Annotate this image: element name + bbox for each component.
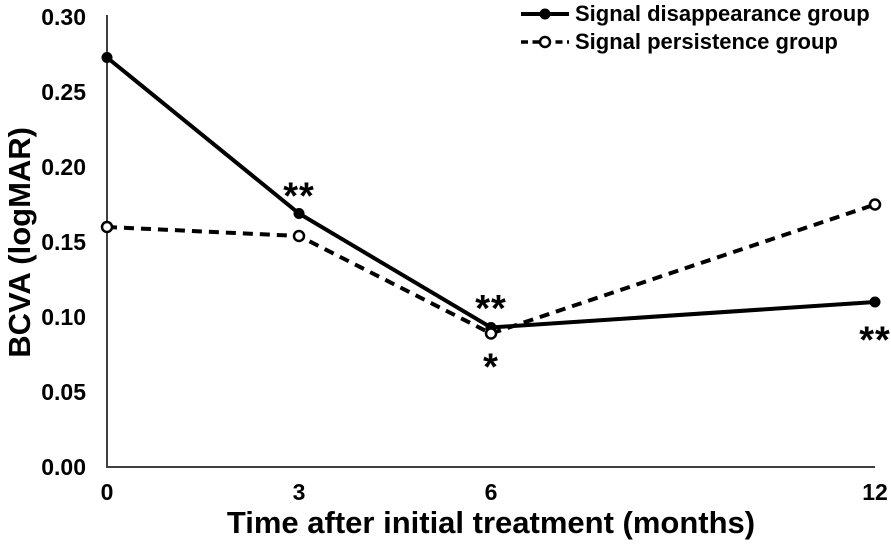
x-tick-label: 6 [485,479,498,505]
legend-item-signal-persistence: Signal persistence group [519,28,870,56]
y-tick-label: 0.30 [41,4,86,30]
y-tick-label: 0.00 [41,454,86,480]
y-axis-title-wrap: BCVA (logMAR) [2,17,38,467]
solid-line-filled-circle-icon [521,8,569,20]
data-point-open-circle [868,198,882,211]
data-point-filled-circle [101,52,113,63]
dashed-line-open-circle-icon [521,35,569,49]
y-tick-label: 0.10 [41,304,86,330]
x-tick-label: 12 [862,479,888,505]
significance-marker: ** [475,288,507,330]
significance-marker: ** [283,176,315,218]
y-tick-label: 0.05 [41,379,86,405]
x-axis-title: Time after initial treatment (months) [226,505,756,540]
y-tick-label: 0.20 [41,154,86,180]
y-tick-label: 0.25 [41,79,86,105]
x-tick-label: 3 [293,479,306,505]
x-tick-label: 0 [101,479,114,505]
data-point-open-circle [100,220,114,234]
legend: Signal disappearance group Signal persis… [519,0,870,56]
data-point-filled-circle [869,296,881,308]
significance-marker: * [483,347,499,389]
y-tick-label: 0.15 [41,229,86,255]
legend-label-signal-persistence: Signal persistence group [575,29,838,54]
legend-item-signal-disappearance: Signal disappearance group [519,0,870,28]
series-line-0 [105,55,876,330]
data-point-open-circle [292,229,306,243]
y-axis-title: BCVA (logMAR) [2,126,37,358]
data-point-open-circle [484,327,498,340]
data-point-filled-circle [293,208,305,219]
significance-marker: ** [859,320,891,362]
legend-label-signal-disappearance: Signal disappearance group [575,1,870,26]
